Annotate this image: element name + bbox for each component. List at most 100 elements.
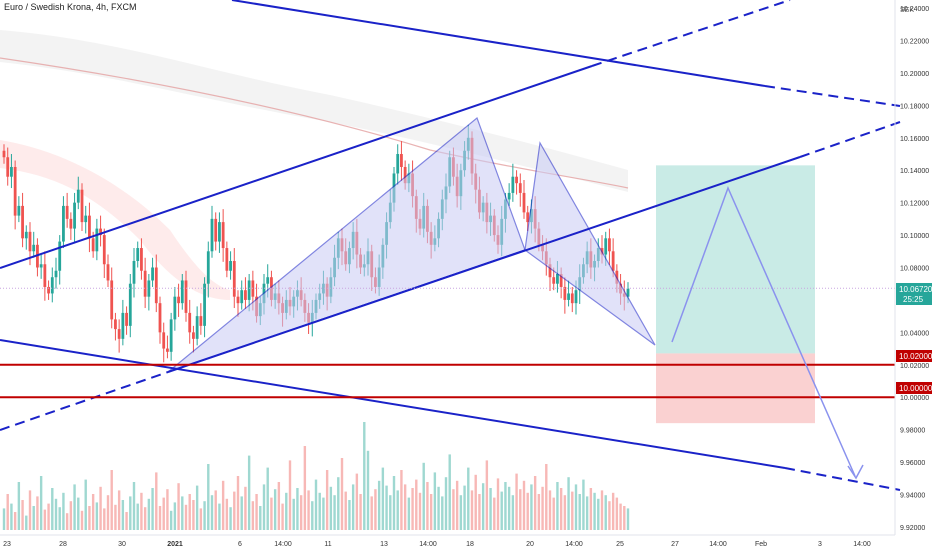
volume-bar [403,484,407,530]
volume-bar [218,503,221,530]
candle-body [225,248,229,271]
volume-bar [292,498,295,530]
volume-bar [530,484,533,530]
volume-bar [470,490,474,530]
volume-bar [559,488,563,530]
candle-body [403,166,407,184]
candle-body [154,267,158,304]
volume-bar [429,494,433,530]
volume-bar [623,506,626,530]
volume-bar [88,506,91,530]
volume-bar [299,495,303,530]
volume-bar [43,509,47,530]
candle-body [210,218,214,252]
currency-label: SEK [900,7,914,14]
drawings-layer[interactable] [0,0,901,491]
volume-bar [13,512,17,530]
volume-bar [422,462,425,530]
volume-bar [597,498,600,530]
time-tick-label: 13 [380,541,388,548]
volume-bar [604,495,607,530]
volume-bar [173,502,177,530]
candle-body [136,248,140,262]
volume-bar [496,478,500,530]
volume-bar [515,473,518,530]
candle-body [400,154,403,167]
volume-bar [437,486,440,530]
candle-body [247,280,251,300]
volume-bar [303,446,307,530]
volume-bar [151,488,154,530]
volume-bar [84,479,87,530]
volume-bar [169,510,173,530]
volume-bar [69,501,73,530]
candle-body [128,283,132,326]
volume-bar [444,477,448,530]
volume-bar [526,492,529,530]
volume-bar [485,460,489,530]
volume-bar [62,492,65,530]
volume-bar [355,473,359,530]
candle-body [556,273,559,284]
time-tick-label: 11 [324,541,331,548]
volume-bar [478,494,481,530]
time-tick-label: 2021 [167,541,183,548]
volume-bar [396,490,399,530]
volume-bar [340,458,344,530]
volume-bar [407,497,411,530]
volume-bar [389,495,392,530]
volume-bar [203,501,206,530]
candle-body [24,231,28,239]
channel-lower-line [167,156,801,373]
harmonic-triangle-bcd [524,141,656,346]
price-tick-label: 9.96000 [900,460,925,467]
volume-bar [589,488,593,530]
volume-bar [400,470,403,530]
volume-bar [273,489,277,530]
volume-bar [574,484,578,530]
volume-bar [80,510,84,530]
volume-bar [582,479,585,530]
candle-body [396,154,400,174]
price-axis[interactable]: 10.24000 10.22000 10.20000 10.18000 10.16000… [900,6,929,532]
candle-body [195,316,199,339]
volume-bar [121,500,125,530]
volume-bar [493,497,496,530]
channel-upper-extension [591,0,791,67]
volume-bar [285,492,288,530]
volume-bar [162,497,165,530]
volume-bar [418,492,422,530]
candle-body [214,218,218,242]
time-axis[interactable]: 23 28 30 2021 6 14:00 11 13 14:00 18 20 14:00 25 27 14… [3,541,871,548]
candle-body [121,312,125,339]
candle-body [99,228,102,236]
volume-bar [10,503,13,530]
candle-body [604,238,608,255]
volume-bar [58,507,61,530]
volume-bar [229,507,232,530]
time-tick-label: 14:00 [853,541,871,548]
candle-body [166,348,169,352]
harmonic-triangle-xab [167,116,526,373]
volume-bar [147,498,151,530]
volume-bar [370,496,373,530]
volume-bar [411,488,414,530]
candle-body [6,157,10,177]
volume-bar [507,486,511,530]
candle-body [563,286,567,300]
time-tick-label: 14:00 [274,541,292,548]
volume-bar [452,489,455,530]
volume-bar [467,467,470,530]
volume-bar [333,495,336,530]
candle-body [80,189,84,223]
candle-body [84,215,88,223]
volume-bar [281,503,284,530]
price-tick-label: 10.02000 [900,363,929,370]
volume-bar [2,508,6,530]
volume-bar [181,496,184,530]
candle-body [50,277,54,294]
volume-bar [6,494,9,530]
current-price-tag: 10.06720 25:25 [896,283,932,305]
candle-body [515,176,518,184]
